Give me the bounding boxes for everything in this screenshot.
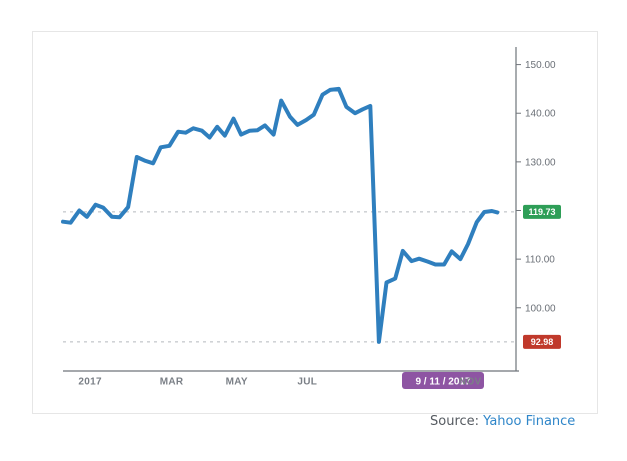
x-tick-label: MAY [226,377,248,388]
y-tick-label: 140.00 [525,109,556,120]
chart-frame: 150.00140.00130.00120.00110.00100.00119.… [32,31,598,414]
price-series-line [61,86,500,344]
x-tick-label-highlighted: 9 / 11 / 2017 [415,377,470,388]
reference-badge-label: 92.98 [531,337,554,347]
x-tick-label: MAR [160,377,184,388]
date-highlight-badge [402,372,484,389]
price-line-chart: 150.00140.00130.00120.00110.00100.00119.… [61,47,561,389]
y-tick-label: 100.00 [525,303,556,314]
y-tick-label: 150.00 [525,60,556,71]
source-credit: Source: Yahoo Finance [430,414,575,429]
reference-badge [523,334,561,349]
y-tick-label: 110.00 [525,255,555,266]
x-tick-label: NOV [459,377,482,388]
source-link[interactable]: Yahoo Finance [483,414,576,429]
x-tick-label: 2017 [78,377,102,388]
reference-badge [523,204,561,219]
reference-badge-label: 119.73 [528,207,555,217]
source-prefix: Source: [430,414,484,429]
x-tick-label: JUL [297,377,317,388]
y-tick-label: 130.00 [525,157,556,168]
